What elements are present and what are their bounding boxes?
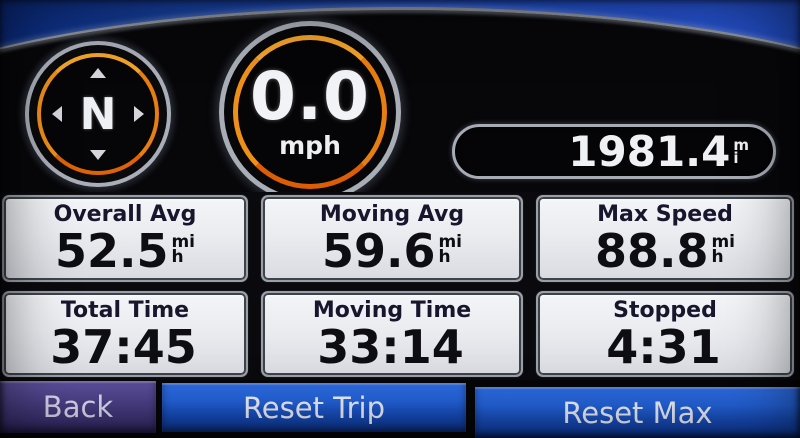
cell-unit-top: mi [438, 232, 463, 253]
cell-unit-top: mi [711, 232, 736, 253]
speed-value: 0.0 [250, 58, 370, 135]
back-button[interactable]: Back [0, 381, 156, 433]
compass-north-arrow-icon [90, 68, 106, 78]
compass-south-arrow-icon [90, 150, 106, 160]
cell-moving-time: Moving Time 33:14 [261, 290, 523, 377]
compass-gauge: N [29, 45, 167, 183]
cell-total-time: Total Time 37:45 [2, 290, 248, 377]
cell-moving-avg: Moving Avg 59.6 mi h [261, 195, 523, 282]
reset-max-button[interactable]: Reset Max [475, 387, 800, 438]
cell-unit-bottom: h [711, 247, 724, 268]
bottom-button-bar: Back Reset Trip Reset Max [0, 380, 800, 438]
trip-data-grid: Overall Avg 52.5 mi h Moving Avg 59.6 mi… [0, 192, 800, 380]
compass-west-arrow-icon [52, 106, 62, 122]
speedometer-gauge: 0.0 mph [224, 26, 396, 192]
cell-label: Stopped [613, 297, 717, 323]
speedometer-ring: 0.0 mph [233, 35, 387, 189]
cell-max-speed: Max Speed 88.8 mi h [536, 195, 794, 282]
cell-unit: mi h [438, 232, 463, 268]
cell-value: 33:14 [317, 319, 464, 374]
speed-unit: mph [279, 131, 341, 160]
odometer-display: 1981.4 m i [452, 124, 776, 179]
cell-unit: mi h [171, 232, 196, 268]
cell-stopped: Stopped 4:31 [536, 290, 794, 377]
compass-ring: N [37, 53, 159, 175]
cell-unit: mi h [711, 232, 736, 268]
reset-trip-button[interactable]: Reset Trip [162, 383, 466, 432]
cell-value: 37:45 [50, 319, 197, 374]
cell-unit-bottom: h [438, 247, 451, 268]
odometer-unit-bottom: i [733, 148, 739, 167]
cell-label: Max Speed [597, 202, 733, 228]
compass-east-arrow-icon [134, 106, 144, 122]
cell-value: 59.6 [321, 224, 436, 279]
odometer-unit: m i [733, 135, 749, 167]
odometer-unit-top: m [733, 135, 749, 154]
cell-label: Moving Time [312, 297, 472, 323]
cell-label: Total Time [60, 297, 190, 323]
compass-heading: N [79, 88, 117, 140]
cell-label: Moving Avg [319, 202, 465, 228]
cell-value: 88.8 [594, 224, 709, 279]
gauge-panel: N 0.0 mph 1981.4 m i [0, 0, 800, 192]
cell-value: 4:31 [606, 319, 721, 374]
cell-overall-avg: Overall Avg 52.5 mi h [2, 195, 248, 282]
odometer-value: 1981.4 [568, 126, 731, 176]
cell-unit-top: mi [171, 232, 196, 253]
cell-unit-bottom: h [171, 247, 184, 268]
cell-label: Overall Avg [53, 202, 197, 228]
cell-value: 52.5 [54, 224, 169, 279]
